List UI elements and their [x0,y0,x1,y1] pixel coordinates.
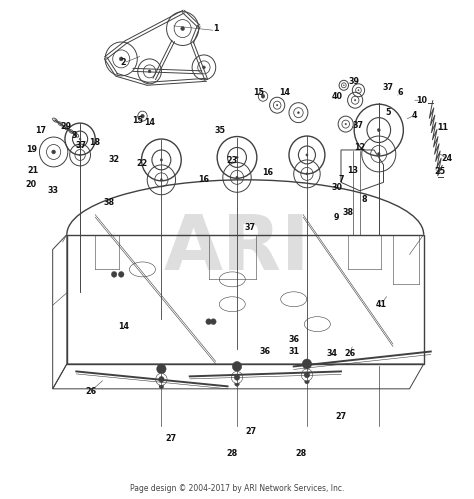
Circle shape [202,66,205,69]
Text: 28: 28 [295,449,306,458]
Circle shape [298,112,300,114]
Text: 9: 9 [334,213,339,222]
Text: 12: 12 [355,143,365,152]
Text: 5: 5 [385,108,391,117]
Circle shape [301,369,313,381]
Circle shape [355,99,356,101]
Circle shape [377,129,380,132]
Text: 37: 37 [353,121,364,130]
Text: 24: 24 [442,154,453,164]
Circle shape [156,373,167,385]
Circle shape [305,379,310,384]
Text: 27: 27 [165,434,176,443]
Circle shape [52,150,55,154]
Text: 31: 31 [288,347,299,356]
Text: 13: 13 [347,166,358,175]
Circle shape [158,376,164,382]
Circle shape [111,271,117,277]
Circle shape [148,70,151,73]
Circle shape [79,154,81,156]
Text: 38: 38 [104,198,115,207]
Text: 18: 18 [90,138,101,147]
Text: 14: 14 [144,118,155,127]
Text: 10: 10 [416,96,427,105]
Circle shape [160,159,163,161]
Text: 33: 33 [47,186,58,195]
Text: 35: 35 [215,126,226,135]
Circle shape [276,104,278,106]
Text: 14: 14 [118,322,129,331]
Text: 3: 3 [71,131,77,140]
Text: 30: 30 [332,183,343,192]
Text: 20: 20 [26,180,37,189]
Circle shape [234,374,240,380]
Circle shape [345,123,346,125]
Circle shape [232,361,242,371]
Text: 41: 41 [376,300,387,309]
Text: ARI: ARI [164,213,310,286]
Text: 38: 38 [343,208,354,217]
Text: 4: 4 [411,111,417,120]
Text: 37: 37 [383,83,394,92]
Text: 26: 26 [345,349,356,358]
Circle shape [261,94,265,98]
Circle shape [236,176,238,179]
Text: 26: 26 [85,387,96,396]
Text: 6: 6 [397,88,403,97]
Circle shape [210,319,216,325]
Circle shape [306,154,308,156]
Text: 2: 2 [121,58,127,67]
Circle shape [302,359,312,369]
Text: 25: 25 [435,167,446,176]
Text: 28: 28 [227,449,238,458]
Circle shape [79,138,81,140]
Circle shape [236,156,238,159]
Text: Page design © 2004-2017 by ARI Network Services, Inc.: Page design © 2004-2017 by ARI Network S… [130,484,344,493]
Text: 37: 37 [75,141,87,150]
Text: 11: 11 [437,123,448,132]
Circle shape [119,57,123,61]
Circle shape [306,173,308,175]
Text: 16: 16 [199,175,210,184]
Text: 39: 39 [349,77,360,86]
Circle shape [377,153,380,155]
Text: 22: 22 [137,159,148,168]
Text: 40: 40 [332,92,343,101]
Text: 36: 36 [260,347,271,356]
Text: 32: 32 [109,155,119,165]
Circle shape [235,381,239,386]
Text: 15: 15 [132,116,143,125]
Text: 37: 37 [244,223,255,232]
Circle shape [160,179,163,181]
Circle shape [343,85,344,86]
Text: 19: 19 [26,146,37,155]
Circle shape [206,319,211,325]
Text: 21: 21 [27,166,38,175]
Circle shape [156,364,166,374]
Text: 36: 36 [288,334,299,344]
Circle shape [304,372,310,378]
Text: 34: 34 [326,349,337,358]
Text: 27: 27 [336,412,346,421]
Circle shape [231,371,243,383]
Circle shape [118,271,124,277]
Text: 17: 17 [36,126,46,135]
Circle shape [141,114,145,118]
Text: 27: 27 [246,427,257,436]
Text: 1: 1 [213,23,219,32]
Circle shape [358,90,359,91]
Text: 7: 7 [338,175,344,184]
Text: 14: 14 [279,88,290,97]
Text: 29: 29 [60,122,72,131]
Text: 8: 8 [362,195,367,204]
Circle shape [159,384,164,389]
Text: 15: 15 [253,88,264,97]
Text: 16: 16 [262,168,273,177]
Circle shape [181,26,184,30]
Text: 23: 23 [227,156,238,166]
